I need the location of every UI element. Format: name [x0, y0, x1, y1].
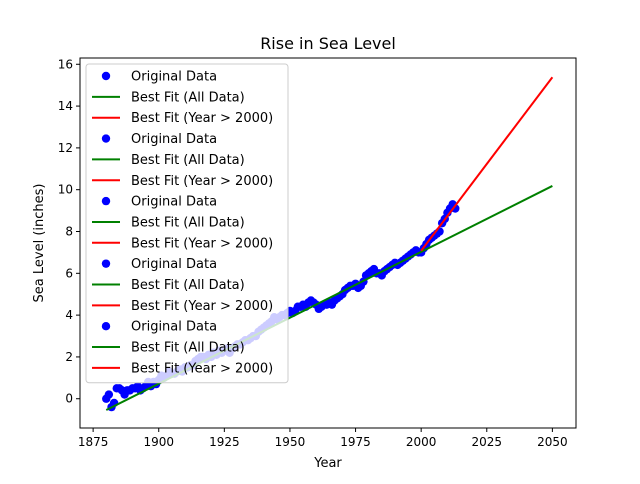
x-tick-label: 1975 [340, 435, 371, 449]
y-tick-label: 10 [58, 183, 73, 197]
y-tick-label: 8 [65, 225, 73, 239]
legend-label: Best Fit (All Data) [131, 215, 245, 230]
legend-marker-scatter [101, 259, 111, 268]
x-tick-label: 1900 [143, 435, 174, 449]
x-tick-label: 1925 [209, 435, 240, 449]
y-tick-label: 12 [58, 141, 73, 155]
y-tick-label: 0 [65, 392, 73, 406]
legend: Original Data Best Fit (All Data) Best Fit… [85, 63, 289, 384]
chart-title: Rise in Sea Level [260, 34, 396, 53]
x-tick-label: 2000 [406, 435, 437, 449]
data-point [451, 204, 460, 213]
legend-label: Original Data [131, 195, 217, 210]
y-tick-label: 16 [58, 57, 73, 71]
legend-label: Best Fit (All Data) [131, 90, 245, 105]
legend-marker-scatter [101, 322, 111, 331]
legend-marker-scatter [101, 196, 111, 206]
legend-label: Best Fit (All Data) [131, 153, 245, 168]
legend-marker-scatter [101, 71, 111, 81]
legend-label: Best Fit (Year > 2000) [131, 299, 273, 314]
legend-label: Original Data [131, 257, 217, 272]
x-axis-label: Year [313, 456, 342, 471]
y-axis-label: Sea Level (inches) [32, 184, 47, 303]
legend-label: Original Data [131, 132, 217, 147]
legend-label: Best Fit (Year > 2000) [131, 111, 273, 126]
legend-label: Best Fit (Year > 2000) [131, 361, 273, 376]
legend-label: Best Fit (Year > 2000) [131, 174, 273, 189]
legend-box [85, 63, 289, 384]
legend-label: Best Fit (All Data) [131, 278, 245, 293]
legend-marker-scatter [101, 134, 111, 143]
legend-label: Best Fit (All Data) [131, 341, 245, 356]
best-fit-recent-line [420, 76, 554, 252]
data-point [104, 390, 114, 399]
y-tick-label: 6 [65, 266, 73, 280]
y-tick-label: 4 [65, 308, 73, 322]
x-tick-label: 2025 [471, 435, 502, 449]
y-tick-label: 2 [65, 350, 73, 364]
y-axis: 0 2 4 6 8 10 12 14 16 [58, 57, 80, 406]
x-tick-label: 1950 [275, 435, 306, 449]
x-tick-label: 1875 [78, 435, 109, 449]
legend-label: Original Data [131, 320, 217, 335]
x-axis: 1875 1900 1925 1950 1975 2000 2025 2050 [78, 428, 568, 449]
x-tick-label: 2050 [537, 435, 568, 449]
y-tick-label: 14 [58, 99, 73, 113]
legend-label: Original Data [131, 70, 217, 85]
legend-label: Best Fit (Year > 2000) [131, 236, 273, 251]
plot-frame [79, 57, 577, 429]
